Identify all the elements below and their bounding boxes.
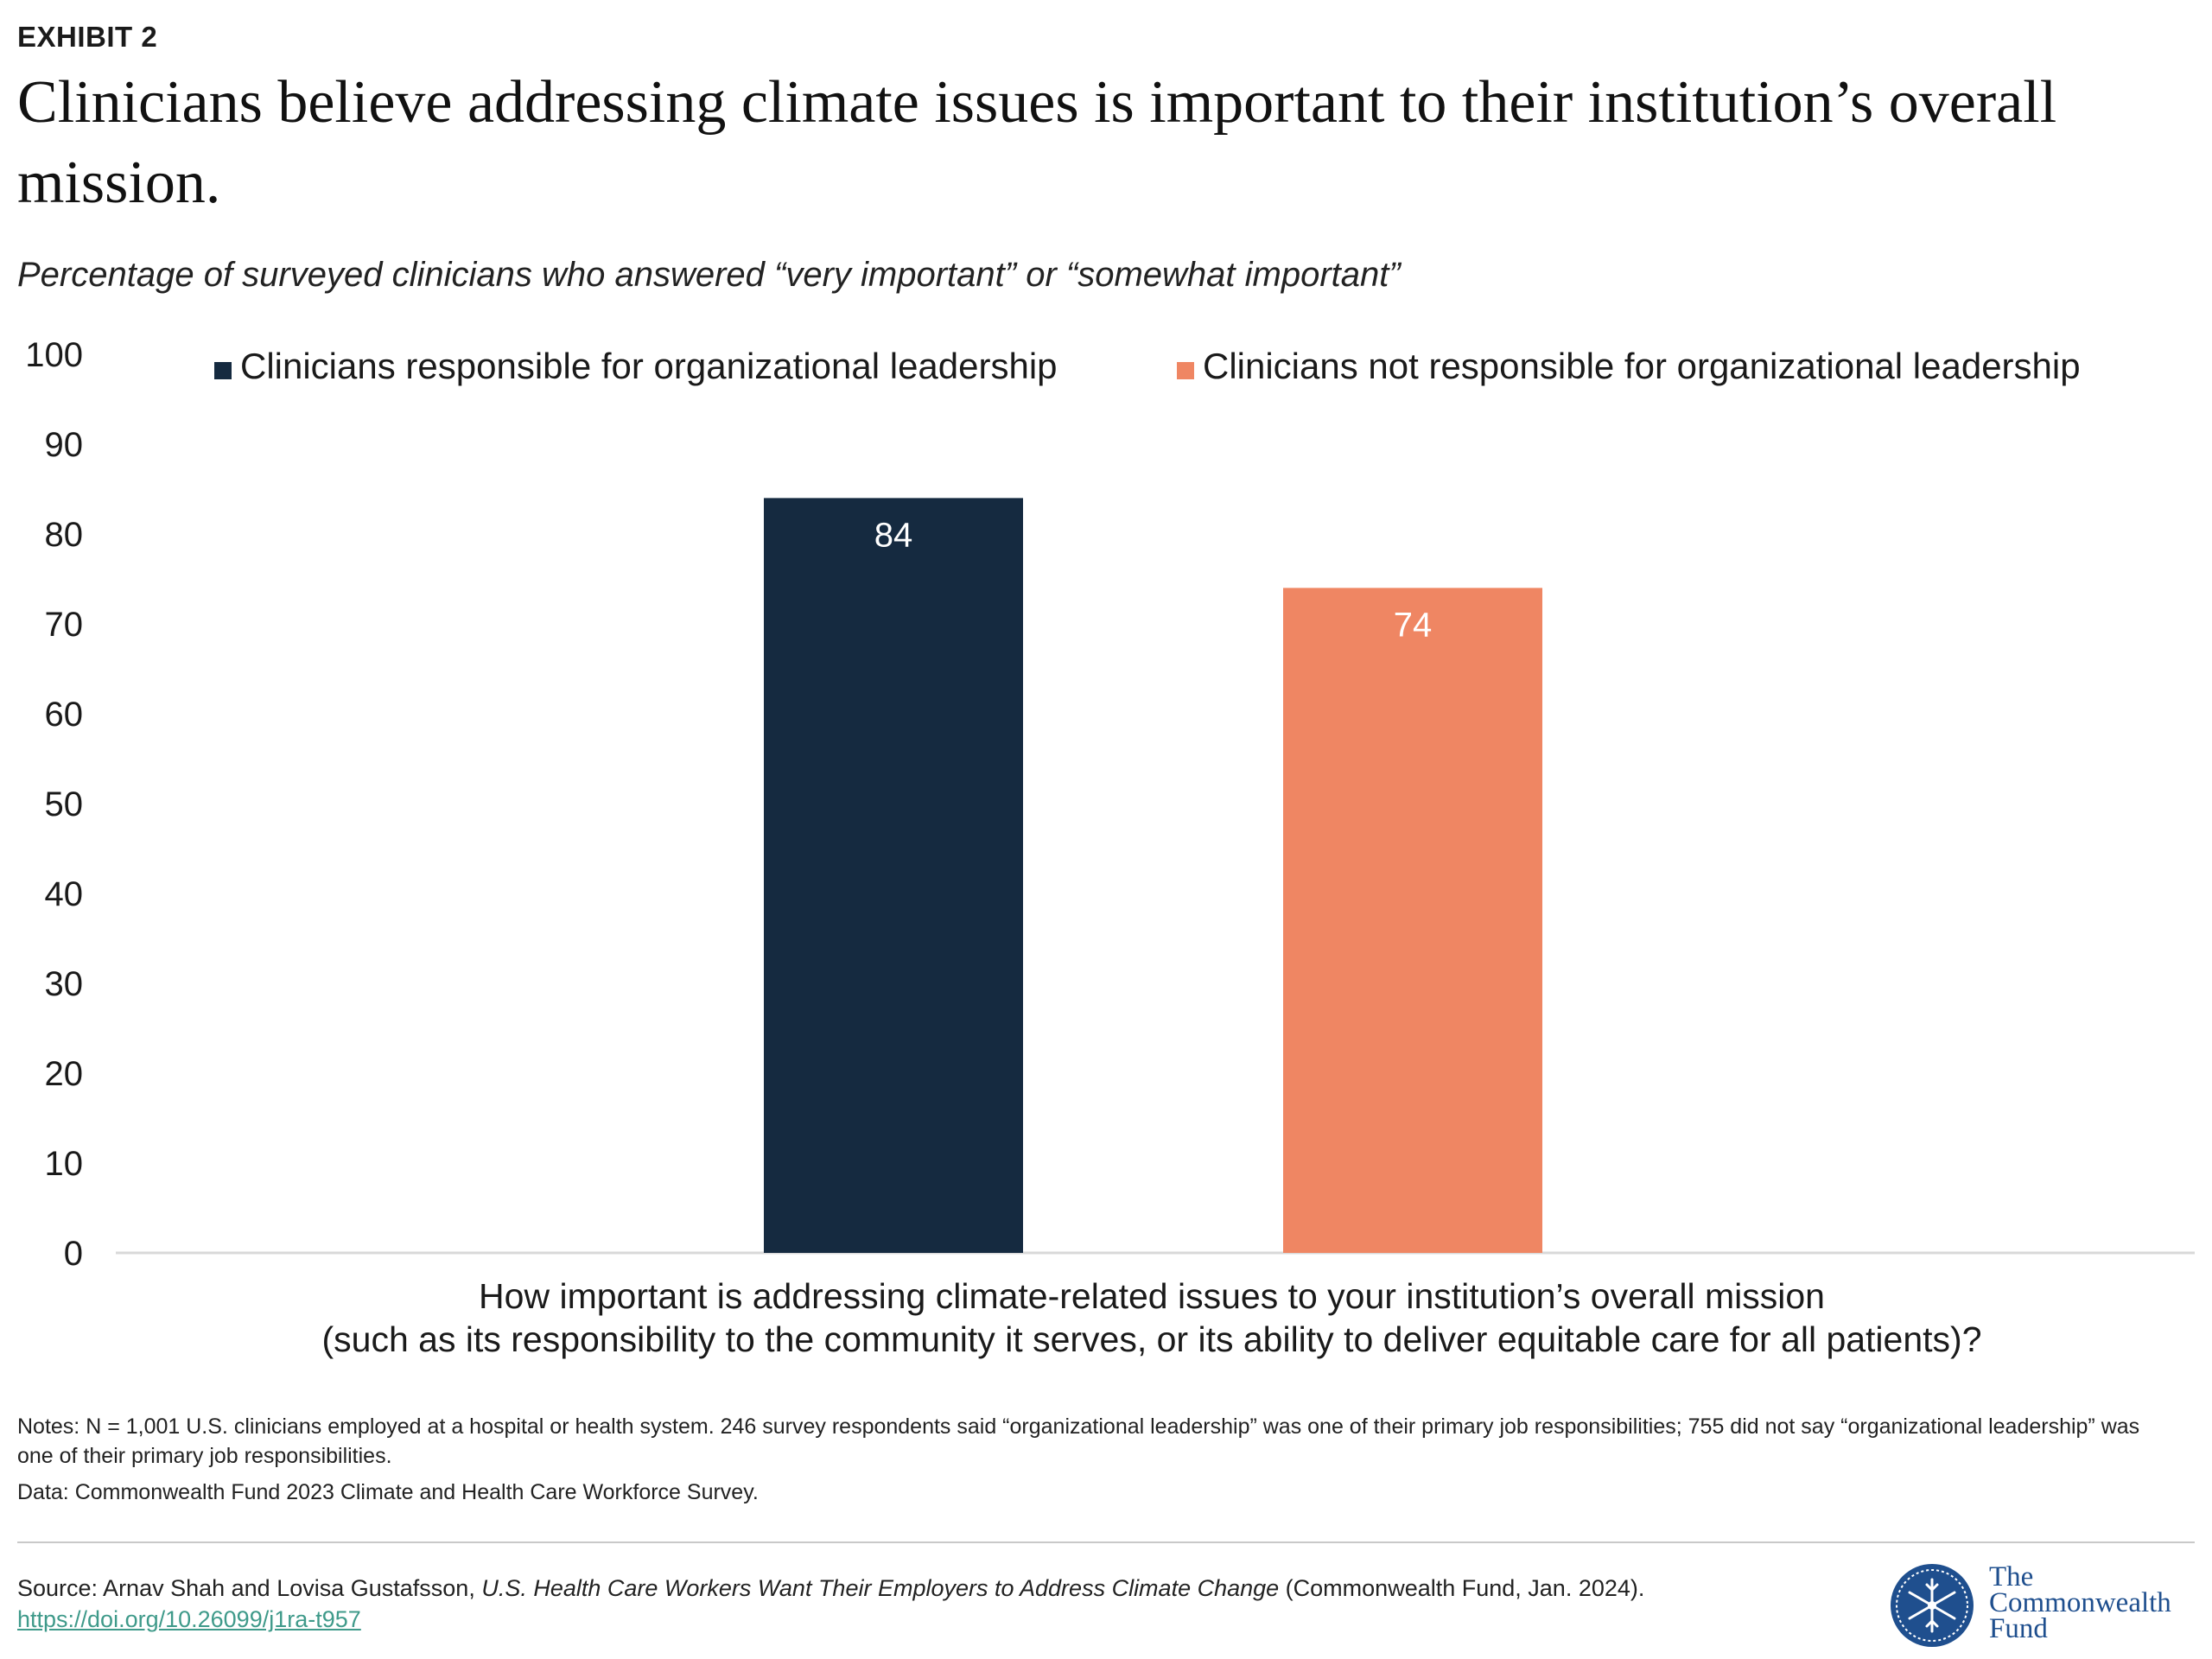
bar-value-label-2: 74 (1394, 606, 1433, 644)
commonwealth-fund-logo: The Commonwealth Fund (1889, 1562, 2200, 1649)
legend-swatch-1 (214, 362, 232, 379)
bar-series-1 (764, 498, 1023, 1253)
y-tick-label-30: 30 (45, 965, 84, 1003)
bar-chart: 0 10 20 30 40 50 60 70 80 90 100 84 74 Clinicians r… (25, 336, 2195, 1359)
exhibit-label: EXHIBIT 2 (17, 21, 158, 53)
y-axis: 0 10 20 30 40 50 60 70 80 90 100 (25, 336, 83, 1273)
legend-label-2: Clinicians not responsible for organizat… (1203, 346, 2081, 386)
legend: Clinicians responsible for organizationa… (214, 346, 2081, 386)
bar-value-label-1: 84 (874, 516, 913, 554)
legend-label-1: Clinicians responsible for organizationa… (240, 346, 1058, 386)
y-tick-label-10: 10 (45, 1145, 84, 1183)
source-citation: Source: Arnav Shah and Lovisa Gustafsson… (17, 1573, 1676, 1635)
data-source-text: Data: Commonwealth Fund 2023 Climate and… (17, 1480, 759, 1504)
logo-line-1: The (1989, 1561, 2034, 1592)
y-tick-label-100: 100 (25, 336, 83, 374)
y-tick-label-70: 70 (45, 606, 84, 644)
x-axis-label-line-2: (such as its responsibility to the commu… (322, 1319, 1982, 1359)
y-tick-label-40: 40 (45, 875, 84, 913)
y-tick-label-20: 20 (45, 1055, 84, 1093)
snowflake-seal-icon (1891, 1564, 1974, 1647)
legend-swatch-2 (1177, 362, 1194, 379)
x-axis-label: How important is addressing climate-rela… (322, 1276, 1982, 1359)
doi-link[interactable]: https://doi.org/10.26099/j1ra-t957 (17, 1606, 361, 1632)
bars: 84 74 (764, 498, 1542, 1253)
bar-series-2 (1283, 588, 1542, 1253)
y-tick-label-0: 0 (64, 1235, 83, 1273)
y-tick-label-80: 80 (45, 516, 84, 554)
logo-wordmark: The Commonwealth Fund (1989, 1561, 2171, 1644)
notes-block: Notes: N = 1,001 U.S. clinicians employe… (17, 1412, 2143, 1507)
x-axis-label-line-1: How important is addressing climate-rela… (479, 1276, 1825, 1316)
y-tick-label-50: 50 (45, 785, 84, 823)
divider (17, 1541, 2195, 1543)
source-prefix: Source: Arnav Shah and Lovisa Gustafsson… (17, 1575, 482, 1601)
source-suffix: (Commonwealth Fund, Jan. 2024). (1279, 1575, 1645, 1601)
logo-line-3: Fund (1989, 1613, 2048, 1644)
source-work-title: U.S. Health Care Workers Want Their Empl… (481, 1575, 1280, 1601)
notes-text: Notes: N = 1,001 U.S. clinicians employe… (17, 1414, 2140, 1468)
y-tick-label-60: 60 (45, 696, 84, 734)
logo-line-2: Commonwealth (1989, 1587, 2171, 1618)
chart-title: Clinicians believe addressing climate is… (17, 69, 2057, 216)
chart-subtitle: Percentage of surveyed clinicians who an… (17, 256, 1401, 294)
y-tick-label-90: 90 (45, 426, 84, 464)
